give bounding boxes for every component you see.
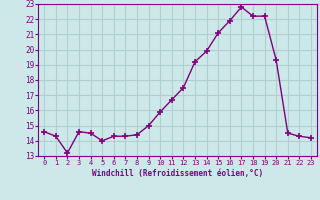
X-axis label: Windchill (Refroidissement éolien,°C): Windchill (Refroidissement éolien,°C) — [92, 169, 263, 178]
